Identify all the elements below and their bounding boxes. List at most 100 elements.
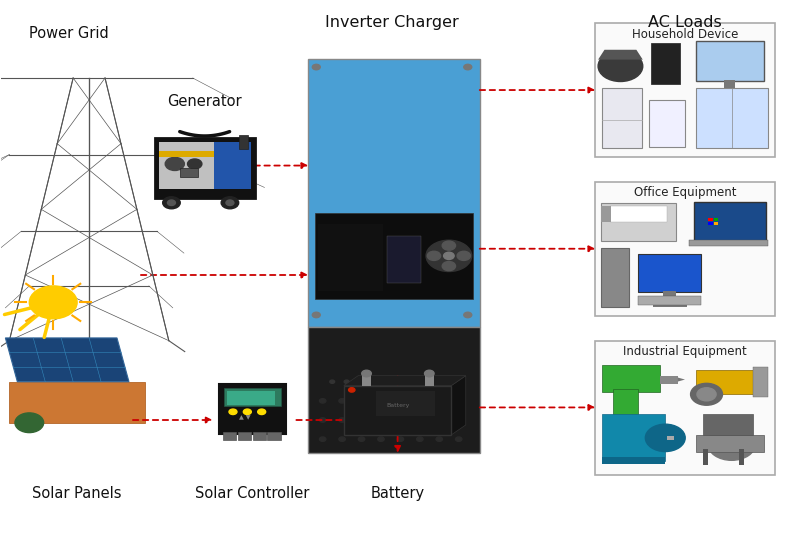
Bar <box>344 386 451 435</box>
Circle shape <box>425 370 434 377</box>
Text: Solar Controller: Solar Controller <box>195 486 310 500</box>
Circle shape <box>442 241 455 250</box>
Bar <box>218 384 286 434</box>
Circle shape <box>378 418 384 422</box>
Circle shape <box>167 200 175 206</box>
Bar <box>238 135 248 149</box>
Text: Household Device: Household Device <box>632 28 738 41</box>
Bar <box>614 389 638 416</box>
Circle shape <box>166 157 184 170</box>
Bar <box>602 365 660 392</box>
Circle shape <box>319 399 326 403</box>
Bar <box>226 391 274 405</box>
Circle shape <box>436 437 442 441</box>
Circle shape <box>426 240 472 272</box>
Circle shape <box>464 312 472 318</box>
Bar <box>696 370 764 394</box>
Text: Battery: Battery <box>386 404 410 409</box>
Bar <box>601 204 676 241</box>
Circle shape <box>436 418 442 422</box>
Circle shape <box>436 399 442 403</box>
Bar <box>308 327 480 453</box>
Circle shape <box>358 380 363 383</box>
Circle shape <box>455 437 462 441</box>
Bar <box>159 142 250 189</box>
Bar <box>425 373 434 386</box>
Polygon shape <box>451 376 466 435</box>
Circle shape <box>15 413 44 433</box>
Bar <box>595 23 774 157</box>
Circle shape <box>417 418 423 422</box>
Bar <box>714 218 718 221</box>
Bar <box>714 222 718 225</box>
Circle shape <box>690 383 722 405</box>
Circle shape <box>378 437 384 441</box>
Bar <box>238 432 251 440</box>
Circle shape <box>30 286 77 319</box>
Bar <box>387 236 422 283</box>
Circle shape <box>344 380 349 383</box>
Bar <box>696 87 767 148</box>
Bar <box>739 449 744 465</box>
Circle shape <box>444 252 454 260</box>
Bar <box>694 202 766 243</box>
Circle shape <box>221 197 238 209</box>
Bar <box>224 388 281 406</box>
Circle shape <box>187 159 202 169</box>
Circle shape <box>708 427 755 460</box>
Bar <box>595 182 774 316</box>
Bar <box>595 340 774 475</box>
Text: Inverter Charger: Inverter Charger <box>325 15 459 30</box>
Bar <box>638 296 701 305</box>
Circle shape <box>455 399 462 403</box>
Circle shape <box>398 418 403 422</box>
Circle shape <box>162 197 180 209</box>
Circle shape <box>312 312 320 318</box>
Bar <box>725 80 735 90</box>
Bar <box>667 436 674 440</box>
Bar <box>610 206 667 222</box>
Text: Industrial Equipment: Industrial Equipment <box>623 345 747 358</box>
Circle shape <box>417 437 423 441</box>
Bar <box>696 41 764 81</box>
Circle shape <box>442 261 455 271</box>
Bar <box>318 224 383 292</box>
Circle shape <box>339 437 346 441</box>
Polygon shape <box>10 382 145 423</box>
Text: Battery: Battery <box>370 486 425 500</box>
Circle shape <box>417 399 423 403</box>
Bar <box>602 414 666 461</box>
Circle shape <box>398 437 403 441</box>
Circle shape <box>378 399 384 403</box>
Bar <box>653 301 687 307</box>
Bar <box>267 432 281 440</box>
Circle shape <box>312 64 320 70</box>
Bar <box>649 100 685 147</box>
Polygon shape <box>344 376 466 386</box>
Bar <box>314 212 474 299</box>
Bar <box>660 376 678 383</box>
Bar <box>253 432 266 440</box>
Circle shape <box>330 380 334 383</box>
Bar <box>753 367 767 397</box>
Bar <box>159 142 214 189</box>
Circle shape <box>646 424 686 452</box>
Circle shape <box>697 388 716 401</box>
Bar <box>638 254 701 292</box>
Bar <box>651 43 680 84</box>
Circle shape <box>339 418 346 422</box>
Bar <box>602 457 666 464</box>
Circle shape <box>243 409 251 415</box>
Polygon shape <box>6 338 129 382</box>
Bar <box>601 248 630 307</box>
Bar <box>362 373 371 386</box>
Bar <box>696 434 764 452</box>
Bar <box>703 449 708 465</box>
Circle shape <box>258 409 266 415</box>
Bar <box>703 414 753 434</box>
Circle shape <box>373 380 378 383</box>
Circle shape <box>229 409 237 415</box>
Polygon shape <box>678 377 685 382</box>
Text: Solar Panels: Solar Panels <box>32 486 122 500</box>
Circle shape <box>427 251 441 260</box>
